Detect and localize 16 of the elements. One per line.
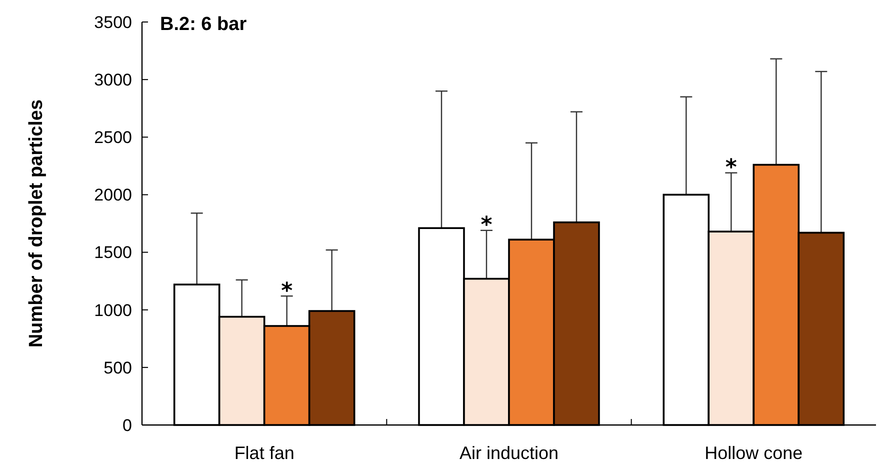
x-tick-label: Flat fan (234, 443, 294, 463)
y-tick-label: 2500 (94, 128, 132, 148)
x-tick-label: Hollow cone (704, 443, 803, 463)
y-axis-title: Number of droplet particles (26, 99, 47, 348)
annotation: * (725, 156, 738, 181)
y-tick-label: 500 (104, 358, 132, 378)
y-tick-label: 1000 (94, 300, 132, 320)
chart-title: B.2: 6 bar (160, 14, 248, 35)
y-tick-label: 0 (122, 416, 132, 435)
y-tick-label: 3000 (94, 70, 132, 90)
y-tick-label: 1500 (94, 243, 132, 262)
y-tick-label: 3500 (94, 12, 132, 32)
annotation: * (480, 213, 493, 238)
x-tick-label: Air induction (459, 443, 559, 463)
annotation: * (281, 278, 294, 304)
y-tick-label: 2000 (94, 186, 132, 205)
